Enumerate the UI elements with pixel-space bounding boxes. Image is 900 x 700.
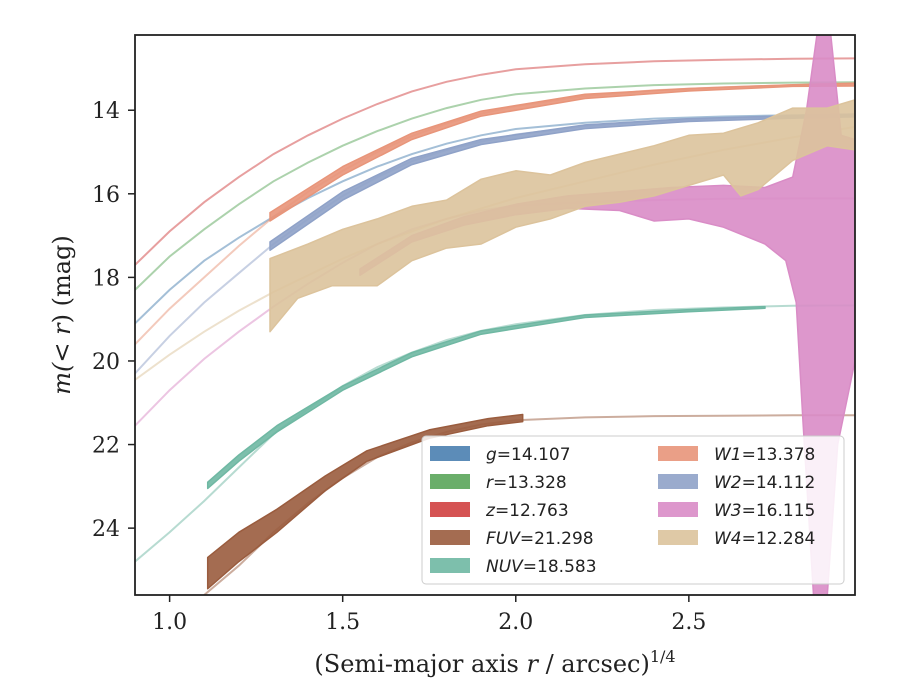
legend-band-name: W4 — [714, 529, 742, 549]
legend-band-name: W3 — [714, 501, 742, 521]
legend-swatch-w3 — [658, 502, 698, 517]
series-fuv-measured-band — [206, 413, 524, 590]
legend-band-value: =12.763 — [495, 501, 569, 521]
x-tick-label: 1.5 — [325, 610, 360, 635]
series-w1-measured-band — [269, 82, 855, 222]
y-axis-title-suffix: ) (mag) — [48, 235, 76, 323]
legend-swatch-fuv — [430, 530, 470, 545]
x-axis-title-suffix: / arcsec) — [538, 650, 650, 678]
series-w4-measured-band — [269, 99, 855, 333]
legend-band-value: =14.112 — [742, 473, 816, 493]
legend-band-value: =16.115 — [742, 501, 816, 521]
y-axis-title: m(< r) (mag) — [48, 235, 76, 395]
x-axis-title-var: r — [526, 650, 539, 678]
y-tick-label: 18 — [92, 266, 120, 291]
legend-band-name: NUV — [486, 557, 524, 577]
series-g-extrapolated-curve — [135, 113, 855, 325]
legend-band-name: W2 — [714, 473, 742, 493]
x-axis-title-exponent: 1/4 — [650, 647, 676, 666]
y-tick-label: 16 — [92, 183, 120, 208]
x-axis-title-prefix: (Semi-major axis — [314, 650, 526, 678]
legend-band-value: =13.378 — [742, 445, 816, 465]
y-tick-label: 24 — [92, 517, 120, 542]
y-axis-title-var: r — [48, 322, 76, 335]
legend-band-value: =12.284 — [742, 529, 816, 549]
legend-box — [421, 435, 845, 585]
legend-band-name: W1 — [714, 445, 742, 465]
legend: g=14.107r=13.328z=12.763FUV=21.298NUV=18… — [421, 435, 845, 585]
legend-label-z: z=12.763 — [485, 501, 569, 521]
legend-band-name: FUV — [486, 529, 521, 549]
legend-swatch-z — [430, 502, 470, 517]
x-tick-label: 1.0 — [152, 610, 187, 635]
y-axis-title-prefix: m(< — [48, 335, 76, 395]
legend-band-value: =14.107 — [497, 445, 571, 465]
series-nuv-measured-band — [206, 305, 766, 490]
series-z-extrapolated-curve — [135, 57, 855, 266]
legend-band-value: =18.583 — [523, 557, 597, 577]
legend-label-fuv: FUV=21.298 — [486, 529, 594, 549]
legend-band-value: =13.328 — [493, 473, 567, 493]
legend-swatch-w2 — [658, 474, 698, 489]
x-tick-label: 2.5 — [671, 610, 706, 635]
legend-band-value: =21.298 — [520, 529, 594, 549]
legend-swatch-w1 — [658, 446, 698, 461]
plot-frame — [134, 34, 856, 596]
x-axis-ticks: 1.0 1.5 2.0 2.5 — [152, 595, 706, 635]
series-r-extrapolated-curve — [135, 81, 855, 291]
y-tick-label: 14 — [92, 99, 120, 124]
legend-swatch-r — [430, 474, 470, 489]
legend-label-w4: W4=12.284 — [714, 529, 815, 549]
legend-label-nuv: NUV=18.583 — [486, 557, 597, 577]
legend-label-w2: W2=14.112 — [714, 473, 815, 493]
bands-layer — [206, 35, 855, 595]
legend-band-name: z — [485, 501, 496, 521]
legend-swatch-w4 — [658, 530, 698, 545]
x-axis-title: (Semi-major axis r / arcsec)1/4 — [314, 647, 675, 678]
legend-label-r: r=13.328 — [486, 473, 567, 493]
series-w2-measured-band — [269, 113, 855, 251]
legend-label-g: g=14.107 — [486, 445, 571, 465]
y-axis-ticks: 14 16 18 20 22 24 — [92, 99, 135, 542]
y-tick-label: 22 — [92, 434, 120, 459]
legend-band-name: r — [486, 473, 494, 493]
legend-label-w1: W1=13.378 — [714, 445, 815, 465]
legend-label-w3: W3=16.115 — [714, 501, 815, 521]
legend-band-name: g — [486, 445, 497, 465]
legend-swatch-nuv — [430, 558, 470, 573]
x-tick-label: 2.0 — [498, 610, 533, 635]
legend-swatch-g — [430, 446, 470, 461]
y-tick-label: 20 — [92, 350, 120, 375]
